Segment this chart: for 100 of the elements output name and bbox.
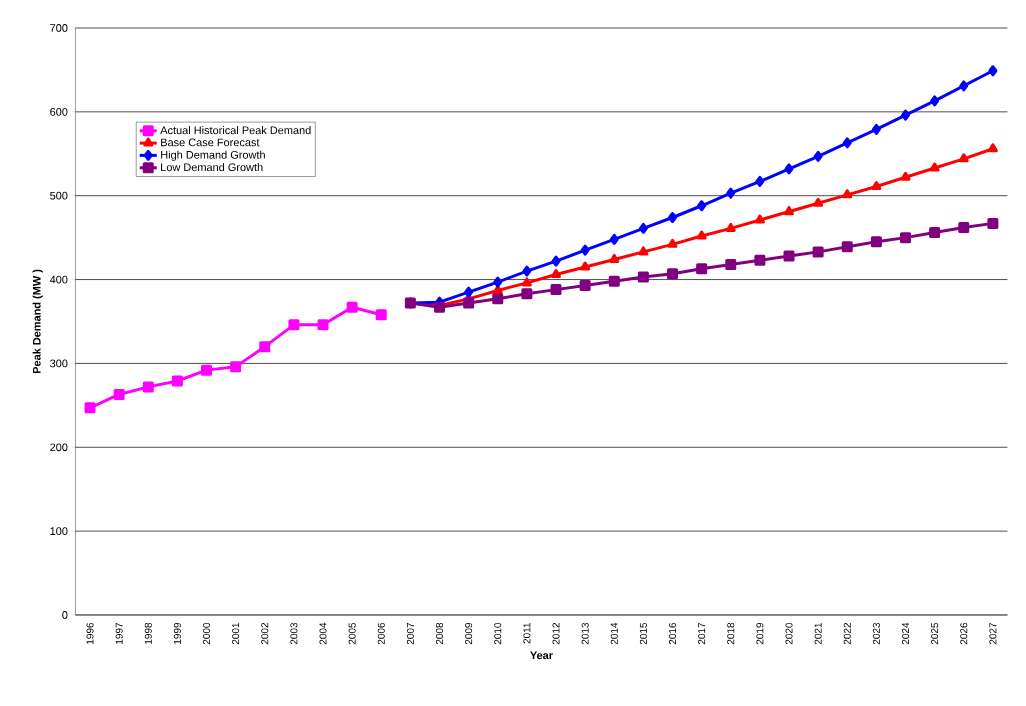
x-tick-label: 2020 [785, 622, 793, 645]
x-tick-label: 2019 [756, 622, 764, 645]
point [988, 65, 998, 77]
point [870, 236, 882, 248]
x-tick-label: 2004 [319, 622, 327, 645]
legend-label: Base Case Forecast [161, 138, 260, 147]
x-tick-label: 2027 [989, 623, 997, 645]
y-tick-label: 0 [62, 611, 68, 619]
point [668, 212, 678, 224]
point [171, 375, 183, 387]
y-tick-label: 700 [50, 24, 68, 32]
point [725, 222, 736, 232]
x-tick-label: 2024 [901, 622, 910, 645]
point [900, 171, 911, 181]
point [288, 319, 300, 331]
point [929, 227, 941, 239]
point [551, 255, 561, 267]
x-tick-label: 2010 [494, 622, 502, 645]
x-tick-label: 1997 [115, 623, 123, 644]
legend-label: Actual Historical Peak Demand [160, 126, 311, 135]
point [667, 238, 678, 248]
point [929, 162, 940, 172]
point [142, 381, 154, 393]
y-tick-label: 600 [50, 107, 68, 116]
x-tick-label: 2000 [202, 622, 211, 645]
x-tick-label: 2003 [290, 622, 298, 645]
point [521, 288, 533, 300]
x-tick-label: 1996 [86, 622, 94, 644]
point [493, 276, 503, 288]
x-tick-label: 2012 [552, 623, 560, 645]
x-tick-label: 2022 [843, 623, 851, 645]
point [754, 254, 766, 266]
point [201, 364, 213, 376]
x-tick-label: 2015 [639, 622, 647, 645]
point [346, 301, 358, 313]
point [987, 143, 998, 153]
point [84, 402, 96, 414]
point [784, 163, 794, 175]
point [608, 275, 620, 287]
x-tick-label: 2016 [668, 622, 677, 645]
legend-label: Low Demand Growth [161, 163, 263, 172]
x-axis-title: Year [530, 651, 553, 660]
x-tick-label: 2025 [931, 622, 939, 645]
point [551, 269, 561, 279]
point [609, 253, 620, 263]
point [842, 189, 853, 199]
x-tick-label: 2011 [523, 622, 531, 644]
point [550, 284, 562, 296]
x-tick-label: 2002 [261, 623, 269, 645]
x-tick-label: 2007 [406, 623, 414, 645]
x-tick-label: 1998 [144, 622, 152, 644]
point [580, 261, 591, 271]
point [841, 241, 853, 253]
point [755, 175, 765, 187]
point [871, 123, 881, 135]
point [464, 286, 474, 298]
x-tick-label: 2013 [581, 622, 589, 645]
point [842, 137, 852, 149]
x-tick-label: 2014 [610, 622, 618, 645]
point [696, 230, 707, 240]
point [375, 309, 387, 321]
x-tick-label: 2006 [377, 622, 385, 645]
point [725, 258, 737, 270]
point [783, 250, 795, 262]
legend-label: High Demand Growth [161, 150, 265, 161]
x-tick-label: 2026 [960, 622, 968, 645]
point [813, 197, 824, 207]
point [259, 341, 271, 353]
point [958, 153, 969, 163]
point [522, 265, 532, 277]
y-axis-title: Peak Demand (MW ) [32, 269, 43, 374]
point [230, 361, 242, 373]
point [113, 388, 125, 400]
x-tick-label: 2001 [232, 622, 240, 645]
x-tick-label: 2021 [814, 622, 822, 645]
x-tick-label: 2018 [727, 622, 735, 645]
point [638, 222, 648, 234]
point [697, 200, 707, 212]
point [637, 271, 649, 283]
point [813, 150, 823, 162]
point [901, 109, 911, 121]
point [521, 277, 532, 287]
x-tick-label: 2023 [872, 622, 880, 645]
point [667, 268, 679, 280]
point [784, 206, 794, 216]
point [609, 233, 619, 245]
point [959, 80, 969, 92]
x-tick-label: 2008 [435, 622, 444, 645]
point [812, 246, 824, 258]
y-tick-label: 200 [50, 443, 68, 452]
point [900, 232, 912, 244]
point [930, 95, 940, 107]
point [580, 244, 590, 256]
point [726, 187, 736, 199]
point [463, 297, 475, 309]
y-tick-label: 400 [49, 275, 68, 284]
point [638, 246, 649, 256]
y-tick-label: 100 [50, 527, 68, 536]
x-tick-label: 1999 [173, 622, 181, 644]
x-tick-label: 2009 [465, 622, 473, 645]
